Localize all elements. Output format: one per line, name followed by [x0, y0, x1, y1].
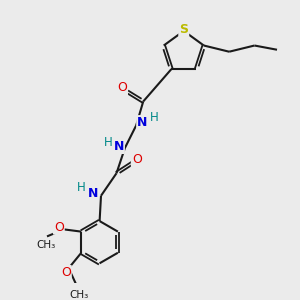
Text: H: H [150, 111, 159, 124]
Text: CH₃: CH₃ [36, 240, 55, 250]
Text: N: N [137, 116, 148, 129]
Text: O: O [61, 266, 71, 279]
Text: O: O [132, 153, 142, 166]
Text: N: N [87, 187, 98, 200]
Text: O: O [117, 82, 127, 94]
Text: CH₃: CH₃ [69, 290, 88, 300]
Text: H: H [76, 182, 85, 194]
Text: S: S [179, 23, 188, 36]
Text: O: O [54, 220, 64, 234]
Text: N: N [114, 140, 124, 153]
Text: H: H [104, 136, 112, 149]
